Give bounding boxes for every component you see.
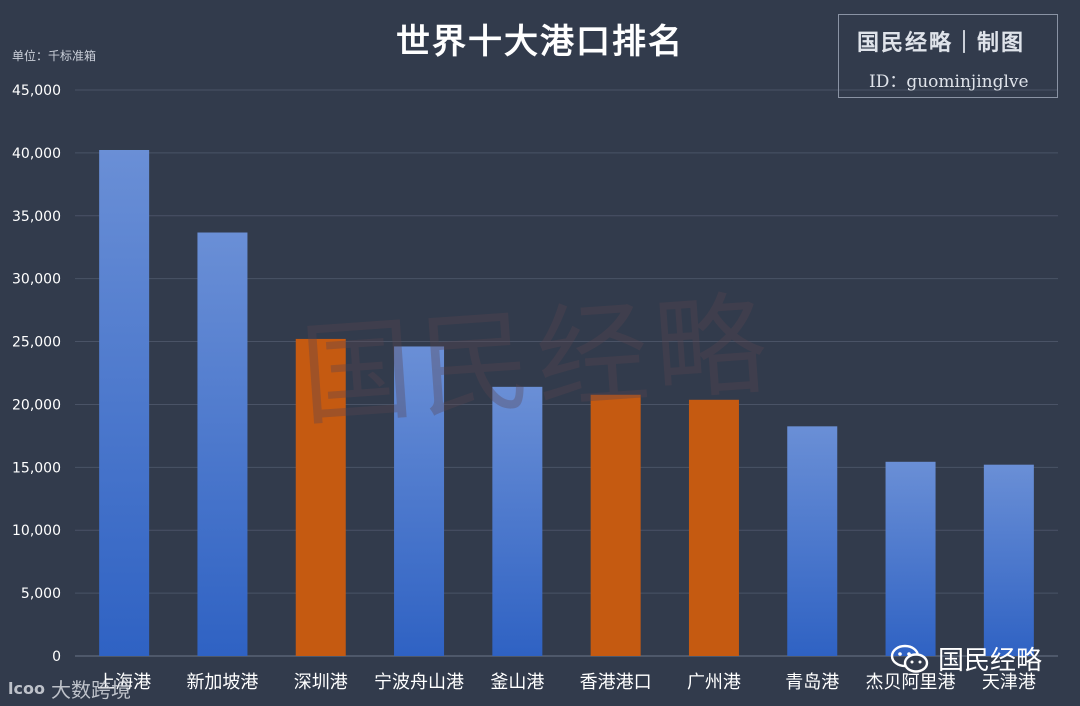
x-tick-label: 深圳港 [294, 672, 348, 693]
bar-2 [197, 232, 248, 656]
x-tick-label: 青岛港 [785, 672, 839, 693]
y-axis-ticks: 0 5,000 10,000 15,000 20,000 25,000 30,000 35,0… [12, 83, 61, 665]
brand-id: ID：guominjinglve [869, 72, 1029, 92]
y-tick-label: 15,000 [12, 460, 61, 476]
bars [99, 149, 1034, 656]
wechat-label: 国民经略 [938, 646, 1043, 676]
wechat-icon [890, 644, 929, 673]
x-tick-label: 釜山港 [490, 672, 544, 693]
bar-1 [99, 149, 150, 656]
bar-3 [295, 338, 346, 656]
bar-5 [492, 386, 543, 656]
x-tick-label: 香港港口 [580, 672, 652, 693]
y-tick-label: 45,000 [12, 83, 61, 99]
x-tick-label: 宁波舟山港 [374, 672, 464, 693]
x-tick-label: 新加坡港 [186, 672, 258, 693]
bar-6 [590, 394, 641, 656]
wechat-badge: 国民经略 [890, 640, 1042, 677]
x-tick-label: 天津港 [982, 672, 1036, 693]
brand-box: 国民经略｜制图 ID：guominjinglve [838, 14, 1058, 98]
watermark: 国民经略 [296, 279, 777, 443]
brand-name: 国民经略｜制图 [857, 30, 1026, 56]
y-tick-label: 35,000 [12, 209, 61, 225]
y-tick-label: 30,000 [12, 272, 61, 288]
x-tick-label: 杰贝阿里港 [866, 672, 956, 693]
y-tick-label: 0 [52, 649, 61, 665]
source-watermark: lcoo 大数跨境 [8, 674, 131, 703]
unit-label: 单位：千标准箱 [12, 49, 97, 63]
y-tick-label: 40,000 [12, 146, 61, 162]
y-tick-label: 25,000 [12, 335, 61, 351]
source-logo: lcoo [8, 679, 45, 698]
chart-title: 世界十大港口排名 [396, 22, 684, 62]
x-tick-label: 上海港 [97, 672, 151, 693]
bar-4 [394, 346, 445, 656]
x-tick-label: 广州港 [687, 672, 741, 693]
y-tick-label: 5,000 [21, 586, 61, 602]
bar-7 [688, 399, 739, 656]
bar-9 [885, 461, 936, 656]
x-axis-labels: 上海港 新加坡港 深圳港 宁波舟山港 釜山港 香港港口 广州港 青岛港 杰贝阿里港 天津港 [97, 672, 1036, 693]
y-tick-label: 10,000 [12, 523, 61, 539]
bar-8 [787, 426, 838, 656]
bar-10 [983, 464, 1034, 656]
y-tick-label: 20,000 [12, 397, 61, 413]
source-label: 大数跨境 [50, 678, 131, 702]
